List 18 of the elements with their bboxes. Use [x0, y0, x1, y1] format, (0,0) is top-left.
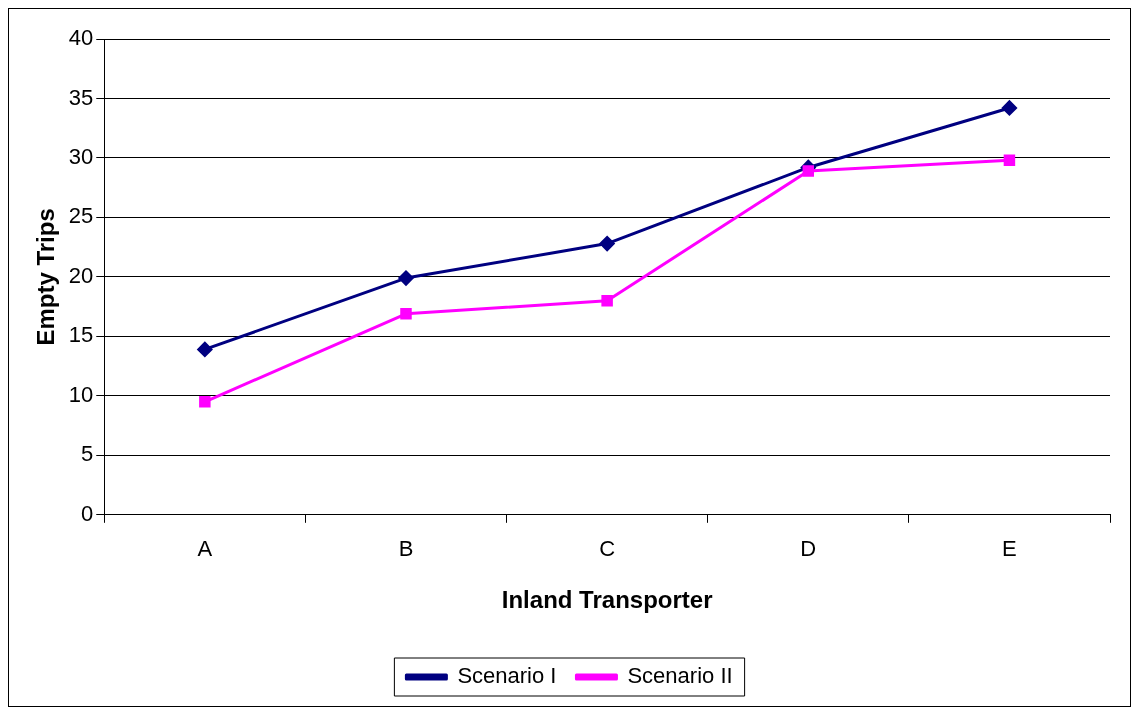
- y-axis-title: Empty Trips: [32, 208, 60, 346]
- y-tick-label: 10: [68, 381, 94, 407]
- legend-label: Scenario I: [457, 663, 557, 689]
- y-tick-label: 35: [68, 84, 94, 110]
- y-tick-label: 5: [81, 441, 94, 467]
- x-tick-label: D: [800, 536, 817, 562]
- x-tick-label: E: [1002, 536, 1017, 562]
- y-tick-label: 15: [68, 322, 94, 348]
- legend-label: Scenario II: [627, 663, 733, 689]
- x-tick-label: C: [599, 536, 616, 562]
- y-tick-label: 25: [68, 203, 94, 229]
- x-tick-label: A: [197, 536, 213, 562]
- y-tick-label: 40: [68, 25, 94, 51]
- y-tick-label: 0: [81, 500, 94, 526]
- x-tick-label: B: [398, 536, 414, 562]
- y-tick-label: 20: [68, 262, 94, 288]
- x-axis-title: Inland Transporter: [501, 586, 713, 614]
- y-tick-label: 30: [68, 144, 94, 170]
